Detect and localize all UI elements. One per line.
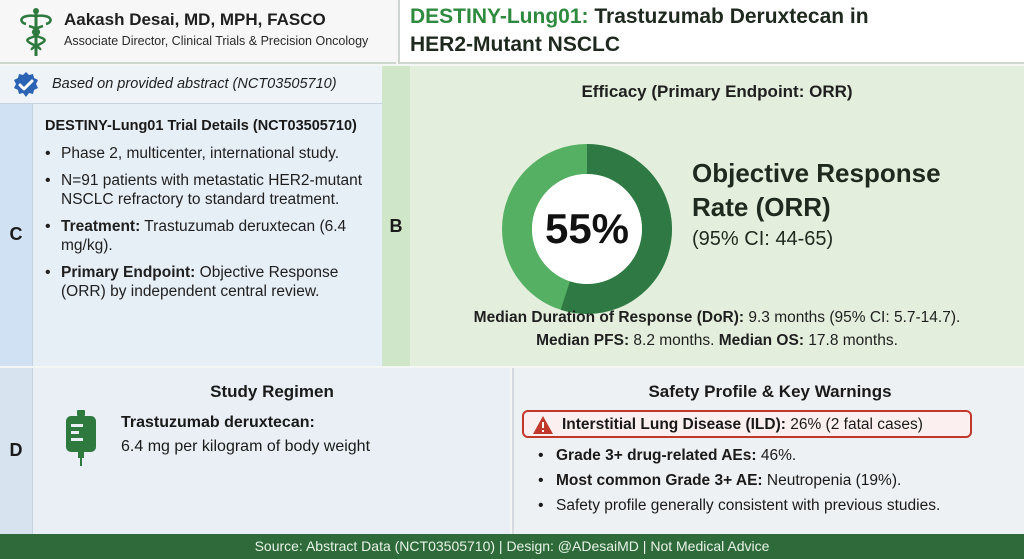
panel-b-letter: B (389, 216, 403, 236)
footer-text: Source: Abstract Data (NCT03505710) | De… (254, 538, 770, 554)
author-role: Associate Director, Clinical Trials & Pr… (64, 34, 369, 48)
warning-triangle-icon (533, 416, 553, 434)
dor-value: 9.3 months (95% CI: 5.7-14.7). (744, 309, 961, 326)
panel-d-strip: D (0, 368, 32, 534)
author-header: Aakash Desai, MD, MPH, FASCO Associate D… (0, 0, 396, 64)
regimen-dose: 6.4 mg per kilogram of body weight (121, 438, 371, 455)
list-item: Primary Endpoint: Objective Response (OR… (45, 263, 375, 301)
iv-bag-icon (66, 410, 96, 466)
dor-line: Median Duration of Response (DoR): 9.3 m… (410, 309, 1024, 327)
list-item-text: Trastuzumab deruxtecan (6.4 mg/kg). (61, 218, 347, 254)
study-regimen-title: Study Regimen (210, 382, 334, 401)
page-title: DESTINY-Lung01: Trastuzumab Deruxtecan i… (410, 5, 869, 29)
os-label: Median OS: (718, 332, 804, 349)
orr-donut-chart: 55% (502, 144, 672, 314)
source-note-text: Based on provided abstract (NCT03505710) (52, 76, 337, 92)
author-name: Aakash Desai, MD, MPH, FASCO (64, 10, 326, 29)
donut-center (532, 174, 642, 284)
safety-title: Safety Profile & Key Warnings (648, 382, 892, 401)
list-item-text: Safety profile generally consistent with… (556, 497, 941, 514)
list-item: Grade 3+ drug-related AEs: 46%. (536, 446, 1016, 465)
list-item-bold: Treatment: (61, 218, 141, 235)
orr-confidence-interval: (95% CI: 44-65) (692, 228, 834, 250)
efficacy-title: Efficacy (Primary Endpoint: ORR) (581, 82, 853, 101)
list-item-text: Phase 2, multicenter, international stud… (61, 145, 340, 162)
regimen-drug: Trastuzumab deruxtecan: (121, 414, 315, 431)
panel-c-letter: C (9, 224, 23, 244)
pfs-label: Median PFS: (536, 332, 630, 349)
pfs-value: 8.2 months. (629, 332, 719, 349)
orr-label-line1: Objective Response (692, 158, 941, 188)
title-header: DESTINY-Lung01: Trastuzumab Deruxtecan i… (398, 0, 1024, 64)
list-item: Most common Grade 3+ AE: Neutropenia (19… (536, 471, 1016, 490)
title-accent: DESTINY-Lung01: (410, 5, 589, 28)
panel-d-letter: D (9, 440, 23, 460)
list-item-text: Objective Response (ORR) by independent … (61, 264, 339, 300)
list-item-bold: Primary Endpoint: (61, 264, 196, 281)
list-item-bold: Most common Grade 3+ AE: (556, 472, 763, 489)
caduceus-icon (20, 8, 52, 56)
study-regimen-panel: Study Regimen Trastuzumab deruxtecan: 6.… (32, 368, 510, 534)
os-value: 17.8 months. (803, 332, 898, 349)
page-title-line2: HER2-Mutant NSCLC (410, 33, 620, 56)
ild-value: 26% (2 fatal cases) (785, 416, 923, 433)
ild-warning-box: Interstitial Lung Disease (ILD): 26% (2 … (522, 410, 972, 438)
ild-label: Interstitial Lung Disease (ILD): (562, 416, 786, 433)
list-item: N=91 patients with metastatic HER2-mutan… (45, 171, 375, 209)
source-note: Based on provided abstract (NCT03505710) (0, 66, 396, 104)
efficacy-panel: Efficacy (Primary Endpoint: ORR) 55% Obj… (410, 66, 1024, 366)
panel-c-strip: C (0, 104, 32, 366)
safety-panel: Safety Profile & Key Warnings Interstiti… (512, 368, 1024, 534)
list-item: Safety profile generally consistent with… (536, 496, 1016, 515)
list-item-bold: Grade 3+ drug-related AEs: (556, 447, 757, 464)
orr-value-label: 55% (545, 205, 629, 252)
list-item-text: 46%. (756, 447, 797, 464)
dor-label: Median Duration of Response (DoR): (473, 309, 745, 326)
trial-details-list: Phase 2, multicenter, international stud… (45, 144, 375, 309)
footer-bar: Source: Abstract Data (NCT03505710) | De… (0, 534, 1024, 559)
list-item: Treatment: Trastuzumab deruxtecan (6.4 m… (45, 217, 375, 255)
trial-details-title: DESTINY-Lung01 Trial Details (NCT0350571… (45, 118, 357, 134)
title-rest: Trastuzumab Deruxtecan in (588, 5, 869, 28)
panel-b-strip: B (382, 66, 410, 366)
list-item: Phase 2, multicenter, international stud… (45, 144, 375, 163)
pfs-os-line: Median PFS: 8.2 months. Median OS: 17.8 … (410, 332, 1024, 350)
safety-list: Grade 3+ drug-related AEs: 46%. Most com… (536, 446, 1016, 521)
verified-check-icon (14, 72, 38, 97)
donut-filled-arc (502, 144, 672, 314)
orr-label-line2: Rate (ORR) (692, 192, 831, 222)
trial-details-panel: DESTINY-Lung01 Trial Details (NCT0350571… (32, 104, 382, 366)
list-item-text: N=91 patients with metastatic HER2-mutan… (61, 172, 363, 208)
list-item-text: Neutropenia (19%). (762, 472, 902, 489)
ild-warning-text: Interstitial Lung Disease (ILD): 26% (2 … (562, 416, 923, 434)
